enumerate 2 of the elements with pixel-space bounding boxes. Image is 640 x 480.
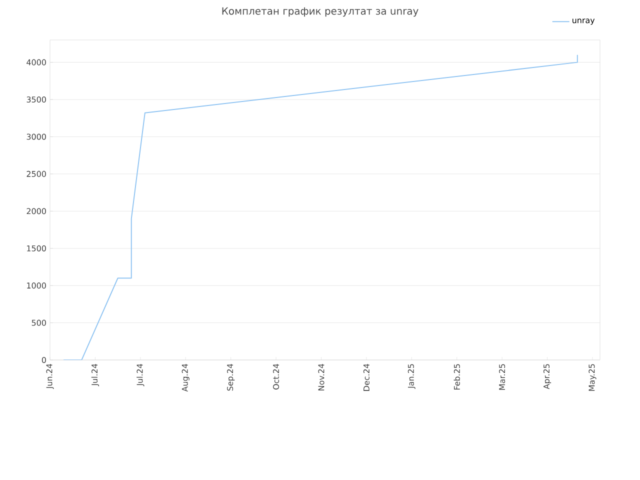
chart-title: Комплетан график резултат за unray (222, 7, 418, 17)
line-series (63, 54, 578, 360)
